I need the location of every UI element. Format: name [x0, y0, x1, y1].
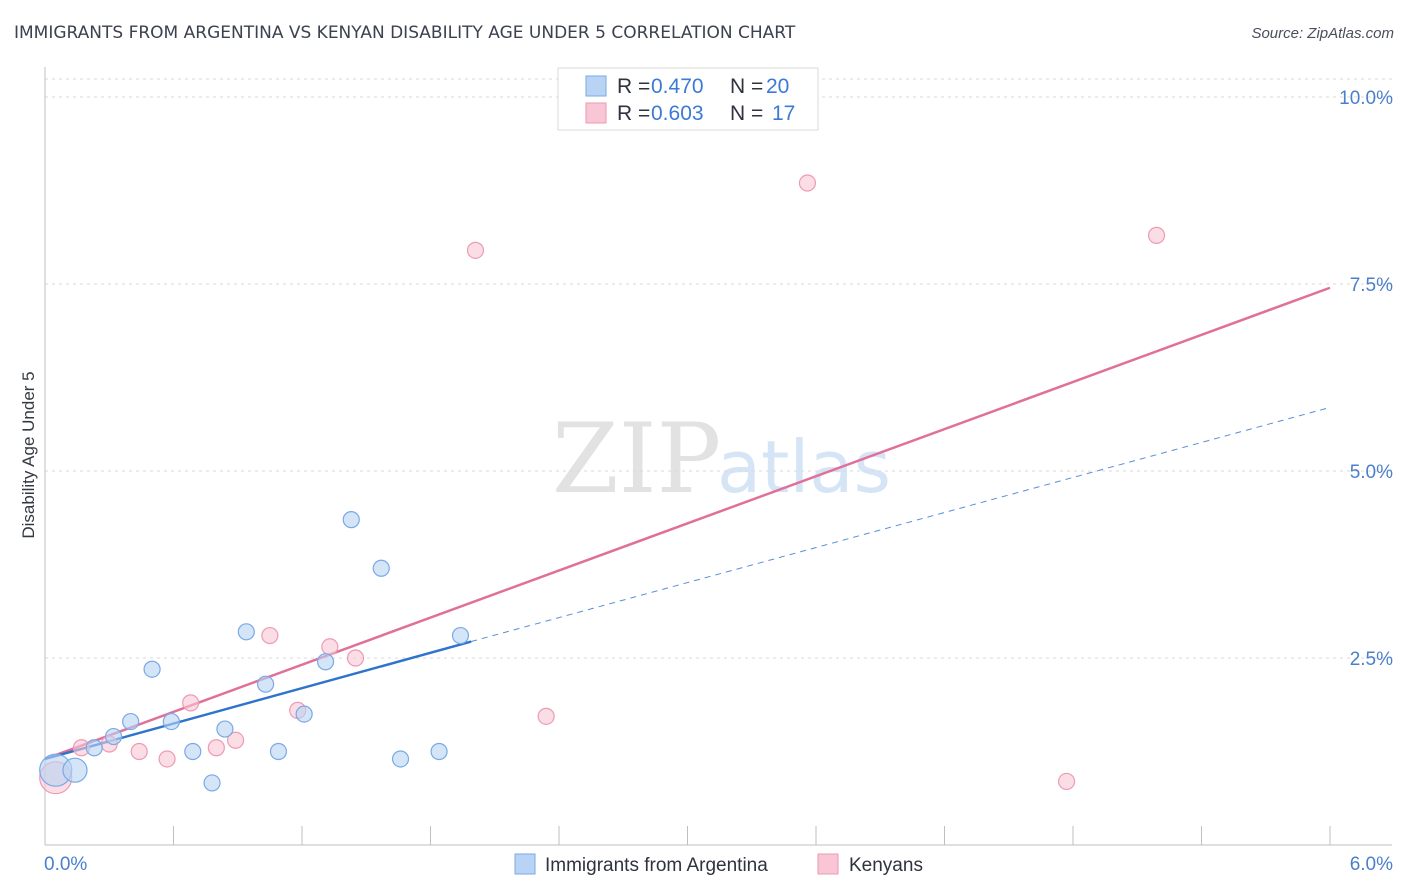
point-kenyans-3 [130, 742, 148, 761]
legend-r-value-kenyans: 0.603 [651, 102, 704, 125]
x-tick-label-1: 6.0% [1350, 854, 1393, 875]
point-argentina-13 [295, 705, 313, 723]
point-kenyans-8 [261, 626, 279, 645]
y-tick-label-1: 5.0% [1350, 462, 1393, 483]
legend-swatch-kenyans [585, 102, 607, 124]
point-kenyans-10 [321, 638, 339, 656]
point-argentina-9 [216, 720, 234, 738]
watermark-zip: ZIP [552, 403, 721, 515]
gridlines [45, 78, 1392, 659]
legend-r-label-kenyans: R = [617, 102, 650, 125]
point-argentina-7 [184, 742, 202, 761]
series-legend: Immigrants from Argentina Kenyans [514, 853, 923, 876]
bottom-legend-swatch-kenyans [817, 853, 839, 875]
source-label: Source: ZipAtlas.com [1251, 25, 1394, 42]
point-kenyans-6 [207, 739, 225, 757]
point-argentina-1 [62, 757, 88, 783]
legend-r-label-argentina: R = [617, 75, 650, 98]
y-tick-labels: 2.5% 5.0% 7.5% 10.0% [1339, 88, 1393, 670]
point-argentina-19 [451, 626, 470, 645]
y-tick-label-0: 2.5% [1350, 649, 1393, 670]
bottom-legend-label-argentina: Immigrants from Argentina [545, 855, 768, 876]
point-argentina-16 [372, 559, 390, 577]
legend-n-label-argentina: N = [730, 75, 763, 98]
point-argentina-14 [316, 653, 335, 671]
point-argentina-6 [162, 712, 180, 731]
point-argentina-10 [237, 623, 255, 641]
point-kenyans-16 [1147, 226, 1166, 244]
point-kenyans-14 [798, 174, 817, 192]
legend-swatch-argentina [585, 75, 607, 97]
point-kenyans-7 [227, 731, 245, 749]
point-argentina-3 [104, 727, 123, 746]
point-argentina-4 [122, 712, 140, 731]
point-argentina-17 [391, 750, 410, 768]
point-argentina-18 [430, 742, 448, 761]
scatter-points [39, 174, 1166, 795]
legend-r-value-argentina: 0.470 [651, 75, 704, 98]
point-kenyans-15 [1057, 772, 1076, 791]
y-tick-label-3: 10.0% [1339, 88, 1393, 109]
x-tick-label-0: 0.0% [44, 854, 87, 875]
trend-line-kenyans [44, 286, 1331, 761]
trend-line-argentina-extension [471, 406, 1331, 643]
point-kenyans-13 [537, 707, 555, 725]
bottom-legend-swatch-argentina [514, 853, 536, 875]
point-argentina-11 [256, 675, 275, 693]
y-tick-label-2: 7.5% [1350, 275, 1393, 296]
point-kenyans-5 [182, 694, 200, 712]
legend-n-label-kenyans: N = [730, 102, 763, 125]
bottom-legend-label-kenyans: Kenyans [849, 855, 923, 876]
legend-n-value-argentina: 20 [766, 75, 789, 98]
x-tick-labels: 0.0% 6.0% [44, 854, 1393, 875]
axes [44, 67, 1392, 846]
correlation-legend: R = 0.470 N = 20 R = 0.603 N = 17 [557, 67, 819, 131]
point-argentina-12 [269, 742, 288, 761]
point-kenyans-4 [158, 750, 176, 768]
point-argentina-5 [143, 660, 161, 678]
point-argentina-15 [342, 511, 360, 529]
watermark-atlas: atlas [717, 425, 891, 509]
y-axis-label: Disability Age Under 5 [19, 371, 38, 538]
chart-title: IMMIGRANTS FROM ARGENTINA VS KENYAN DISA… [14, 23, 796, 43]
point-kenyans-11 [346, 649, 365, 667]
point-argentina-8 [203, 774, 221, 792]
legend-n-value-kenyans: 17 [772, 102, 795, 125]
point-kenyans-12 [466, 241, 485, 259]
point-argentina-2 [85, 739, 103, 757]
trend-lines [44, 286, 1331, 761]
